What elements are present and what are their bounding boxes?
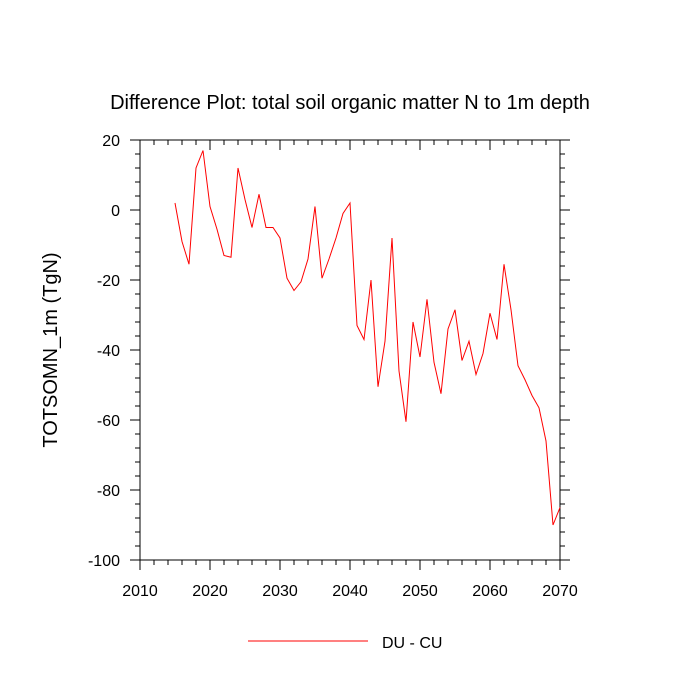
y-tick-label: 20 bbox=[102, 133, 120, 150]
x-tick-label: 2040 bbox=[332, 583, 368, 600]
data-point bbox=[404, 420, 407, 423]
y-tick-label: -60 bbox=[97, 413, 120, 430]
data-point bbox=[306, 257, 309, 260]
data-point bbox=[439, 392, 442, 395]
data-point bbox=[537, 406, 540, 409]
x-tick-label: 2050 bbox=[402, 583, 438, 600]
data-point bbox=[187, 263, 190, 266]
legend: DU - CU bbox=[248, 635, 442, 652]
y-tick-label: -100 bbox=[88, 553, 120, 570]
data-point bbox=[257, 193, 260, 196]
data-point bbox=[453, 308, 456, 311]
chart-title: Difference Plot: total soil organic matt… bbox=[110, 92, 590, 114]
data-point bbox=[376, 385, 379, 388]
x-tick-label: 2070 bbox=[542, 583, 578, 600]
data-point bbox=[523, 378, 526, 381]
x-tick-label: 2010 bbox=[122, 583, 158, 600]
data-point bbox=[425, 298, 428, 301]
data-point bbox=[467, 340, 470, 343]
data-point bbox=[327, 257, 330, 260]
data-point bbox=[208, 205, 211, 208]
data-point bbox=[180, 240, 183, 243]
data-point bbox=[481, 352, 484, 355]
y-axis-tick-labels: 20 0 -20 -40 -60 -80 -100 bbox=[88, 133, 120, 570]
data-point bbox=[362, 338, 365, 341]
data-point bbox=[411, 320, 414, 323]
data-point bbox=[173, 201, 176, 204]
legend-label-du-cu: DU - CU bbox=[382, 635, 442, 652]
data-point bbox=[369, 278, 372, 281]
data-point bbox=[278, 236, 281, 239]
y-tick-label: -40 bbox=[97, 343, 120, 360]
data-point bbox=[530, 394, 533, 397]
data-point bbox=[502, 263, 505, 266]
x-axis-ticks bbox=[139, 140, 561, 570]
series-line-du-cu bbox=[174, 150, 561, 526]
data-point bbox=[313, 205, 316, 208]
data-point bbox=[320, 277, 323, 280]
data-point bbox=[194, 166, 197, 169]
y-tick-label: -80 bbox=[97, 483, 120, 500]
data-point bbox=[495, 338, 498, 341]
series-group bbox=[173, 149, 561, 526]
data-point bbox=[348, 201, 351, 204]
data-point bbox=[488, 312, 491, 315]
data-point bbox=[509, 308, 512, 311]
data-point bbox=[264, 226, 267, 229]
data-point bbox=[474, 373, 477, 376]
data-point bbox=[341, 212, 344, 215]
plot-area: 2010 2020 2030 2040 2050 2060 2070 20 0 -20 -40 -6… bbox=[88, 133, 578, 600]
data-point bbox=[243, 198, 246, 201]
data-point bbox=[446, 327, 449, 330]
data-point bbox=[271, 226, 274, 229]
data-point bbox=[460, 359, 463, 362]
x-axis-tick-labels: 2010 2020 2030 2040 2050 2060 2070 bbox=[122, 583, 578, 600]
data-point bbox=[390, 236, 393, 239]
data-point bbox=[432, 361, 435, 364]
x-tick-label: 2020 bbox=[192, 583, 228, 600]
data-point bbox=[558, 506, 561, 509]
data-point bbox=[334, 236, 337, 239]
data-point bbox=[544, 439, 547, 442]
y-tick-label: 0 bbox=[111, 203, 120, 220]
data-point bbox=[236, 166, 239, 169]
y-axis-ticks bbox=[130, 139, 570, 561]
data-point bbox=[215, 228, 218, 231]
data-point bbox=[250, 226, 253, 229]
x-tick-label: 2060 bbox=[472, 583, 508, 600]
y-axis-label: TOTSOMN_1m (TgN) bbox=[40, 252, 62, 447]
data-point bbox=[551, 523, 554, 526]
x-tick-label: 2030 bbox=[262, 583, 298, 600]
data-point bbox=[418, 355, 421, 358]
data-point bbox=[222, 254, 225, 257]
data-point bbox=[299, 280, 302, 283]
data-point bbox=[201, 149, 204, 152]
y-tick-label: -20 bbox=[97, 273, 120, 290]
data-point bbox=[516, 364, 519, 367]
data-point bbox=[229, 256, 232, 259]
data-point bbox=[292, 289, 295, 292]
data-point bbox=[285, 277, 288, 280]
data-point bbox=[383, 340, 386, 343]
data-point bbox=[397, 369, 400, 372]
data-point bbox=[355, 324, 358, 327]
